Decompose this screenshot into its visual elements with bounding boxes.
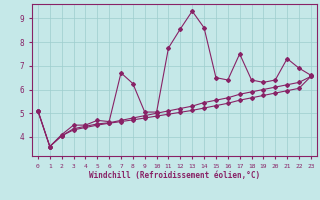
X-axis label: Windchill (Refroidissement éolien,°C): Windchill (Refroidissement éolien,°C) xyxy=(89,171,260,180)
